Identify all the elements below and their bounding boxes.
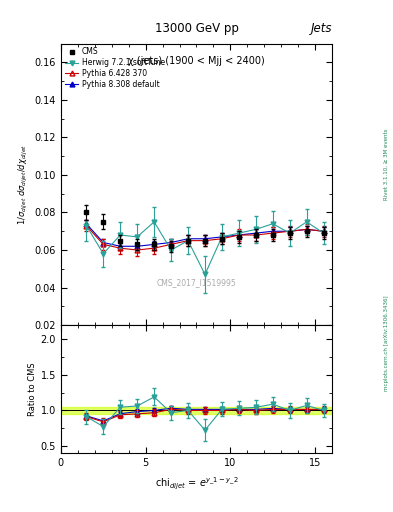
Text: 13000 GeV pp: 13000 GeV pp xyxy=(154,22,239,34)
Legend: CMS, Herwig 7.2.1 softTune, Pythia 6.428 370, Pythia 8.308 default: CMS, Herwig 7.2.1 softTune, Pythia 6.428… xyxy=(63,46,166,91)
Text: chi$_{dijet}$ = $e^{y\_1 - y\_2}$: chi$_{dijet}$ = $e^{y\_1 - y\_2}$ xyxy=(155,475,238,492)
Text: mcplots.cern.ch [arXiv:1306.3436]: mcplots.cern.ch [arXiv:1306.3436] xyxy=(384,295,389,391)
Bar xyxy=(61,407,332,414)
Text: CMS_2017_I1519995: CMS_2017_I1519995 xyxy=(157,279,236,287)
Y-axis label: $1/\sigma_{dijet}\ d\sigma_{dijet}/d\chi_{dijet}$: $1/\sigma_{dijet}\ d\sigma_{dijet}/d\chi… xyxy=(17,144,30,225)
Text: χ (jets) (1900 < Mjj < 2400): χ (jets) (1900 < Mjj < 2400) xyxy=(128,56,265,66)
Text: Rivet 3.1.10, ≥ 3M events: Rivet 3.1.10, ≥ 3M events xyxy=(384,128,389,200)
Text: Jets: Jets xyxy=(310,22,332,34)
Y-axis label: Ratio to CMS: Ratio to CMS xyxy=(28,362,37,416)
